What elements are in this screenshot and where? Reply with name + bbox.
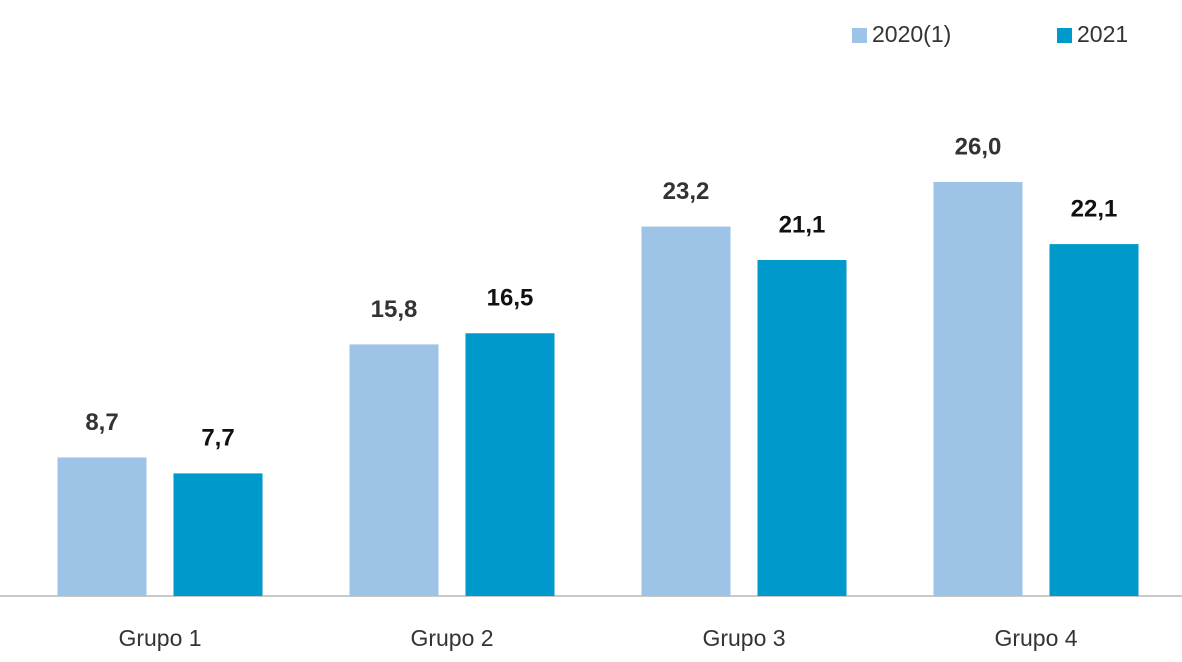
- legend-label: 2021: [1077, 21, 1128, 47]
- bar: [465, 333, 555, 596]
- x-tick-label: Grupo 4: [994, 625, 1077, 651]
- value-label: 21,1: [779, 211, 826, 238]
- bar: [641, 226, 731, 597]
- value-label: 16,5: [487, 285, 534, 312]
- x-tick-label: Grupo 2: [410, 625, 493, 651]
- legend-label: 2020(1): [872, 21, 951, 47]
- x-tick-label: Grupo 1: [118, 625, 201, 651]
- legend-swatch: [852, 28, 867, 43]
- value-label: 26,0: [955, 133, 1002, 160]
- bar: [349, 344, 439, 596]
- bar: [1049, 244, 1139, 596]
- bar: [57, 457, 147, 596]
- value-label: 23,2: [663, 178, 710, 205]
- value-label: 22,1: [1071, 195, 1118, 222]
- bar: [933, 182, 1023, 596]
- legend-swatch: [1057, 28, 1072, 43]
- value-label: 8,7: [85, 409, 118, 436]
- value-label: 7,7: [201, 425, 234, 452]
- x-tick-label: Grupo 3: [702, 625, 785, 651]
- bar: [173, 473, 263, 596]
- bar: [757, 260, 847, 596]
- value-label: 15,8: [371, 296, 418, 323]
